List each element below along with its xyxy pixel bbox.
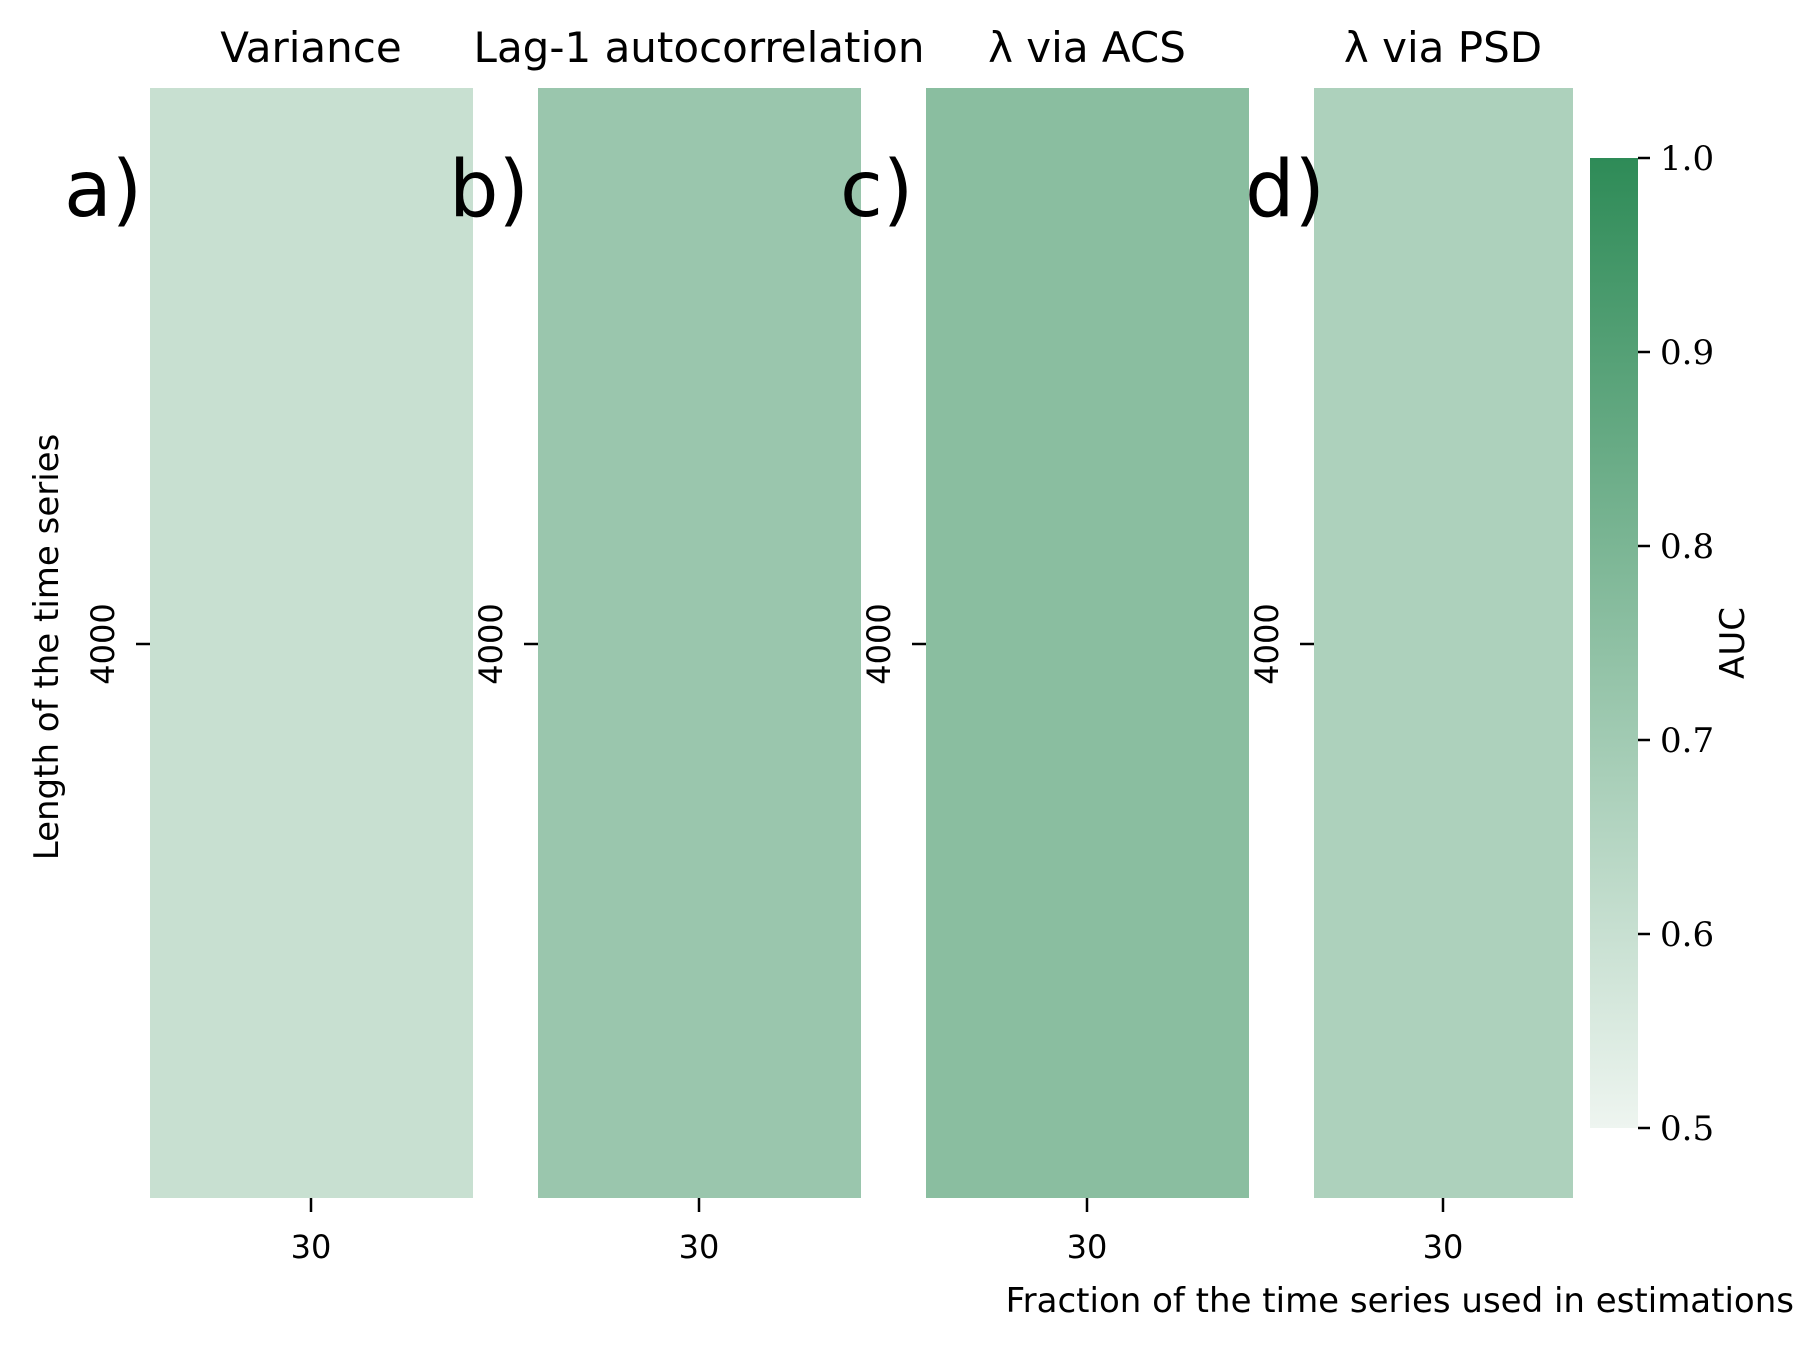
panel-d: λ via PSD d) 4000 30: [1245, 23, 1573, 1266]
colorbar-tick-label: 0.6: [1660, 915, 1714, 955]
y-tick-label: 4000: [860, 603, 898, 684]
panel-a: Variance a) 4000 30: [64, 23, 473, 1266]
y-tick-label: 4000: [472, 603, 510, 684]
panel-letter: b): [449, 145, 529, 235]
colorbar-tick-label: 0.8: [1660, 527, 1714, 567]
y-tick-label: 4000: [1248, 603, 1286, 684]
colorbar-tick-label: 0.9: [1660, 333, 1714, 373]
panel-c: λ via ACS c) 4000 30: [840, 23, 1249, 1266]
heatmap-cell: [150, 88, 473, 1198]
panel-title: λ via PSD: [1344, 23, 1542, 72]
panel-letter: a): [64, 145, 142, 235]
heatmap-cell: [926, 88, 1249, 1198]
colorbar-label: AUC: [1713, 607, 1753, 679]
panel-title: Variance: [220, 23, 401, 72]
colorbar-tick-label: 0.5: [1660, 1109, 1714, 1149]
x-tick-label: 30: [1067, 1228, 1108, 1266]
x-axis-label: Fraction of the time series used in esti…: [1006, 1281, 1794, 1321]
panel-title: λ via ACS: [988, 23, 1186, 72]
x-tick-label: 30: [679, 1228, 720, 1266]
panel-letter: c): [840, 145, 913, 235]
panel-b: Lag-1 autocorrelation b) 4000 30: [449, 23, 924, 1266]
colorbar: 0.5 0.6 0.7 0.8 0.9 1.0 AUC: [1590, 139, 1753, 1149]
colorbar-tick-label: 0.7: [1660, 721, 1714, 761]
panel-title: Lag-1 autocorrelation: [474, 23, 925, 72]
colorbar-gradient: [1590, 158, 1638, 1128]
x-tick-label: 30: [1423, 1228, 1464, 1266]
y-axis-label: Length of the time series: [27, 434, 67, 861]
y-tick-label: 4000: [84, 603, 122, 684]
colorbar-ticks: 0.5 0.6 0.7 0.8 0.9 1.0: [1638, 139, 1714, 1149]
heatmap-cell: [538, 88, 861, 1198]
panel-letter: d): [1245, 145, 1325, 235]
heatmap-cell: [1314, 88, 1573, 1198]
x-tick-label: 30: [291, 1228, 332, 1266]
colorbar-tick-label: 1.0: [1660, 139, 1714, 179]
